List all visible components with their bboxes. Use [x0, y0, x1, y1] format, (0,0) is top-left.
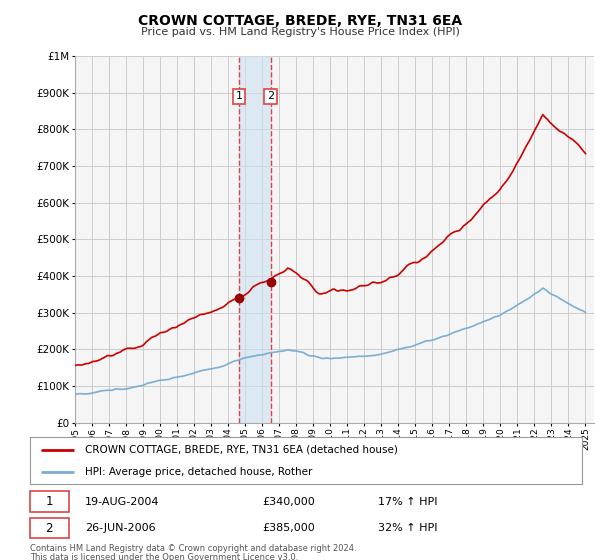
- Text: Contains HM Land Registry data © Crown copyright and database right 2024.: Contains HM Land Registry data © Crown c…: [30, 544, 356, 553]
- Text: CROWN COTTAGE, BREDE, RYE, TN31 6EA: CROWN COTTAGE, BREDE, RYE, TN31 6EA: [138, 14, 462, 28]
- Text: £385,000: £385,000: [262, 523, 314, 533]
- Text: 2: 2: [46, 522, 53, 535]
- Text: 26-JUN-2006: 26-JUN-2006: [85, 523, 156, 533]
- Text: 19-AUG-2004: 19-AUG-2004: [85, 497, 160, 507]
- FancyBboxPatch shape: [30, 518, 68, 538]
- Text: Price paid vs. HM Land Registry's House Price Index (HPI): Price paid vs. HM Land Registry's House …: [140, 27, 460, 37]
- Text: 1: 1: [235, 91, 242, 101]
- Text: HPI: Average price, detached house, Rother: HPI: Average price, detached house, Roth…: [85, 466, 313, 477]
- Text: 32% ↑ HPI: 32% ↑ HPI: [378, 523, 437, 533]
- FancyBboxPatch shape: [30, 492, 68, 512]
- Bar: [239, 56, 271, 423]
- Text: 1: 1: [46, 495, 53, 508]
- Text: 17% ↑ HPI: 17% ↑ HPI: [378, 497, 437, 507]
- Text: CROWN COTTAGE, BREDE, RYE, TN31 6EA (detached house): CROWN COTTAGE, BREDE, RYE, TN31 6EA (det…: [85, 445, 398, 455]
- Text: 2: 2: [267, 91, 274, 101]
- Text: £340,000: £340,000: [262, 497, 314, 507]
- Text: This data is licensed under the Open Government Licence v3.0.: This data is licensed under the Open Gov…: [30, 553, 298, 560]
